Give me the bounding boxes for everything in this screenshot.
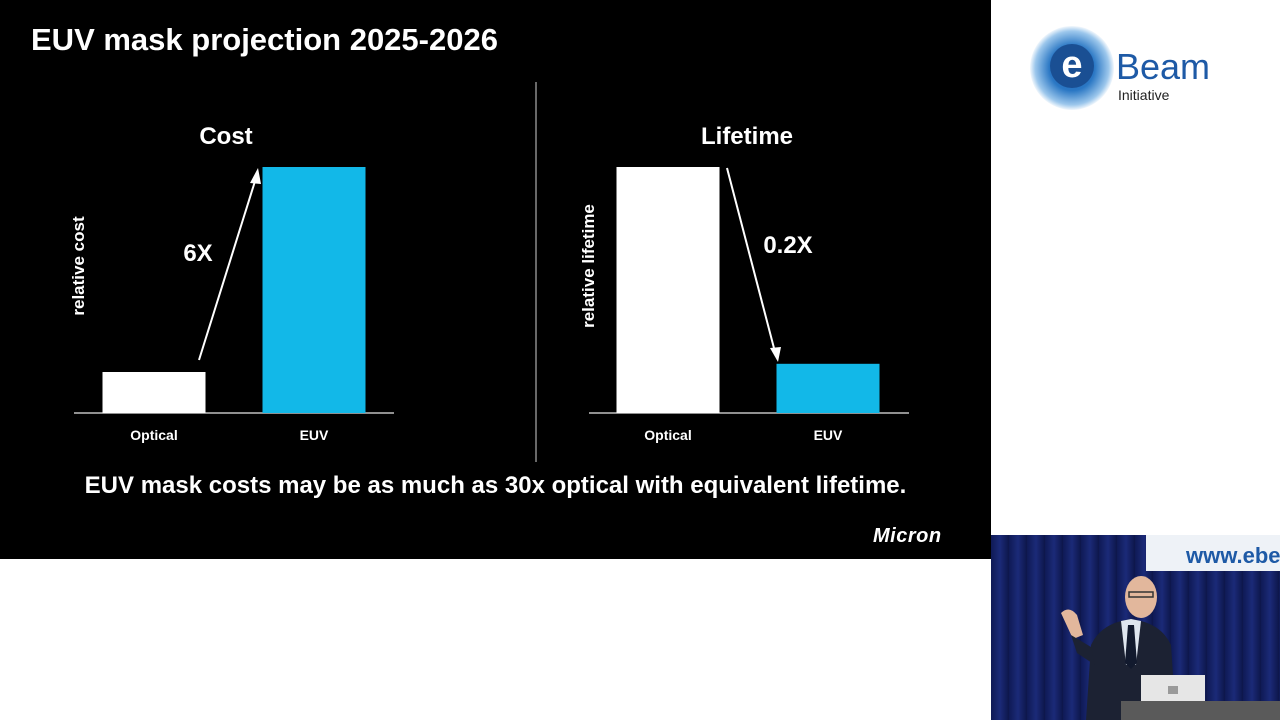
lifetime-chart: Lifetime relative lifetime Optical EUV 0… <box>579 123 909 443</box>
presentation-slide: EUV mask projection 2025-2026 Cost relat… <box>0 0 991 559</box>
cost-bar-optical <box>102 372 206 413</box>
lifetime-annotation-label: 0.2X <box>763 232 812 259</box>
lifetime-arrow-head <box>770 347 781 362</box>
podium <box>1121 701 1280 720</box>
bar-charts: Cost relative cost Optical EUV 6X Lifeti… <box>69 82 909 462</box>
speaker-tie <box>1125 625 1137 669</box>
lifetime-tick-label-optical: Optical <box>644 427 691 443</box>
cost-bar-euv <box>262 167 366 413</box>
cost-arrow-head <box>250 168 261 184</box>
ebeam-e-letter: e <box>1050 44 1094 88</box>
cost-annotation-label: 6X <box>183 240 212 267</box>
speaker-hand <box>1061 609 1083 639</box>
speaker-figure <box>1061 576 1280 720</box>
cost-y-axis-label: relative cost <box>69 216 88 316</box>
cost-tick-label-euv: EUV <box>300 427 329 443</box>
lifetime-y-axis-label: relative lifetime <box>579 204 598 328</box>
laptop-logo <box>1168 686 1178 694</box>
ebeam-wordmark: Beam <box>1116 46 1211 87</box>
speaker-glasses <box>1128 591 1154 598</box>
slide-title: EUV mask projection 2025-2026 <box>31 22 498 57</box>
lifetime-annotation-arrow <box>726 167 776 353</box>
speaker-arm <box>1071 635 1095 665</box>
speaker-video-inset: www.ebe <box>991 535 1280 720</box>
venue-banner: www.ebe <box>1146 535 1280 571</box>
slide-caption: EUV mask costs may be as much as 30x opt… <box>84 472 907 499</box>
cost-chart-title: Cost <box>199 123 252 150</box>
lifetime-chart-title: Lifetime <box>701 123 793 150</box>
cost-annotation-arrow <box>198 177 257 361</box>
venue-banner-text: www.ebe <box>1186 543 1280 568</box>
cost-tick-label-optical: Optical <box>130 427 177 443</box>
cost-chart: Cost relative cost Optical EUV 6X <box>69 123 394 443</box>
lifetime-tick-label-euv: EUV <box>814 427 843 443</box>
ebeam-initiative-logo: e Beam Initiative <box>1030 24 1250 114</box>
micron-logo: Micron <box>873 525 942 547</box>
lifetime-bar-euv <box>776 363 880 413</box>
lifetime-bar-optical <box>616 167 720 413</box>
ebeam-subtitle: Initiative <box>1118 87 1170 103</box>
